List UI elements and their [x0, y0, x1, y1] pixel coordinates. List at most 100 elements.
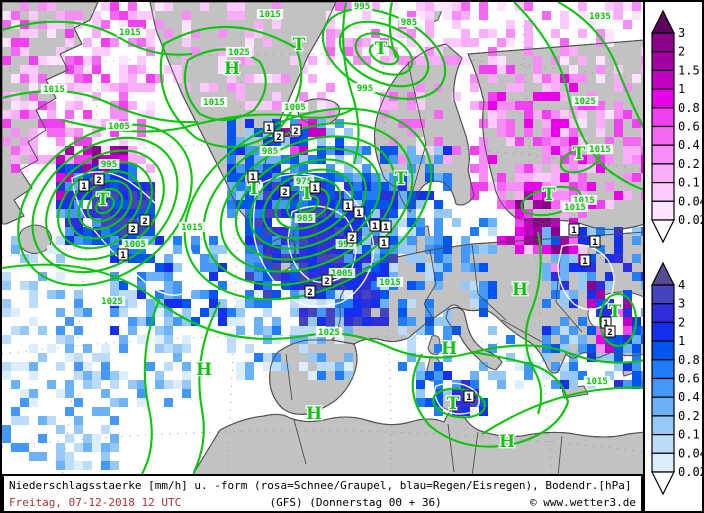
- precip-cell: [632, 236, 641, 245]
- precip-cell: [146, 236, 155, 245]
- precip-cell: [515, 83, 524, 92]
- precip-cell: [362, 236, 371, 245]
- precip-cell: [362, 200, 371, 209]
- precip-cell: [389, 209, 398, 218]
- precip-cell: [20, 362, 29, 371]
- precip-cell: [65, 461, 74, 470]
- precip-cell: [2, 335, 11, 344]
- precip-cell: [236, 137, 245, 146]
- precip-cell: [344, 317, 353, 326]
- precip-cell: [47, 56, 56, 65]
- precip-cell: [164, 29, 173, 38]
- precip-cell: [146, 209, 155, 218]
- precip-cell: [344, 209, 353, 218]
- precip-cell: [299, 236, 308, 245]
- precip-cell: [218, 29, 227, 38]
- precip-cell: [587, 182, 596, 191]
- precip-cell: [281, 74, 290, 83]
- precip-value-label: 2: [282, 188, 287, 198]
- precip-cell: [533, 200, 542, 209]
- precip-cell: [353, 182, 362, 191]
- pressure-label: 985: [262, 147, 278, 157]
- precip-cell: [443, 182, 452, 191]
- precip-cell: [326, 20, 335, 29]
- precip-cell: [488, 290, 497, 299]
- precip-cell: [398, 200, 407, 209]
- precip-cell: [344, 38, 353, 47]
- precip-cell: [56, 236, 65, 245]
- precip-cell: [614, 245, 623, 254]
- precip-cell: [2, 281, 11, 290]
- precip-cell: [614, 74, 623, 83]
- precip-cell: [272, 101, 281, 110]
- precip-cell: [434, 344, 443, 353]
- precip-value-bg: [589, 235, 601, 248]
- precip-cell: [65, 119, 74, 128]
- precip-cell: [65, 236, 74, 245]
- high-pressure-symbol: H: [512, 280, 528, 300]
- precip-cell: [263, 290, 272, 299]
- precip-cell: [479, 146, 488, 155]
- precip-cell: [272, 164, 281, 173]
- precip-cell: [389, 263, 398, 272]
- precip-cell: [101, 389, 110, 398]
- precip-cell: [182, 308, 191, 317]
- precip-cell: [2, 11, 11, 20]
- precip-cell: [533, 74, 542, 83]
- precip-cell: [200, 308, 209, 317]
- precip-cell: [326, 110, 335, 119]
- precip-cell: [542, 119, 551, 128]
- precip-cell: [605, 2, 614, 11]
- precip-cell: [389, 155, 398, 164]
- precip-cell: [92, 47, 101, 56]
- precip-cell: [308, 371, 317, 380]
- precip-cell: [407, 101, 416, 110]
- precip-cell: [605, 353, 614, 362]
- pressure-label-bg: [351, 2, 373, 11]
- precip-cell: [353, 38, 362, 47]
- precip-value-bg: [353, 206, 365, 219]
- weather-map: 1015101510151005102510151005995985995103…: [2, 2, 645, 511]
- precip-cell: [65, 110, 74, 119]
- precip-cell: [524, 362, 533, 371]
- precip-cell: [353, 308, 362, 317]
- precip-cell: [137, 317, 146, 326]
- precip-cell: [632, 272, 641, 281]
- precip-cell: [596, 299, 605, 308]
- precip-cell: [119, 200, 128, 209]
- precip-cell: [542, 137, 551, 146]
- precip-cell: [236, 11, 245, 20]
- precip-cell: [236, 308, 245, 317]
- precip-cell: [254, 29, 263, 38]
- pressure-label: 1025: [228, 48, 250, 58]
- precip-cell: [164, 398, 173, 407]
- precip-cell: [389, 182, 398, 191]
- precip-cell: [632, 335, 641, 344]
- precip-cell: [326, 83, 335, 92]
- precip-cell: [20, 146, 29, 155]
- precip-value-bg: [604, 325, 616, 338]
- precip-cell: [29, 317, 38, 326]
- precip-cell: [146, 164, 155, 173]
- precip-cell: [623, 326, 632, 335]
- precip-cell: [263, 200, 272, 209]
- precip-cell: [353, 245, 362, 254]
- precip-cell: [578, 227, 587, 236]
- precip-cell: [299, 164, 308, 173]
- precip-cell: [443, 326, 452, 335]
- precip-cell: [353, 263, 362, 272]
- precip-cell: [425, 38, 434, 47]
- precip-cell: [29, 29, 38, 38]
- precip-cell: [164, 344, 173, 353]
- precip-cell: [290, 56, 299, 65]
- pressure-label-bg: [40, 84, 68, 94]
- precip-cell: [407, 218, 416, 227]
- precip-cell: [434, 407, 443, 416]
- precip-cell: [407, 353, 416, 362]
- precip-cell: [92, 218, 101, 227]
- precip-value-label: 1: [381, 239, 386, 249]
- precip-cell: [101, 83, 110, 92]
- precip-cell: [299, 290, 308, 299]
- precip-cell: [578, 155, 587, 164]
- precip-cell: [317, 254, 326, 263]
